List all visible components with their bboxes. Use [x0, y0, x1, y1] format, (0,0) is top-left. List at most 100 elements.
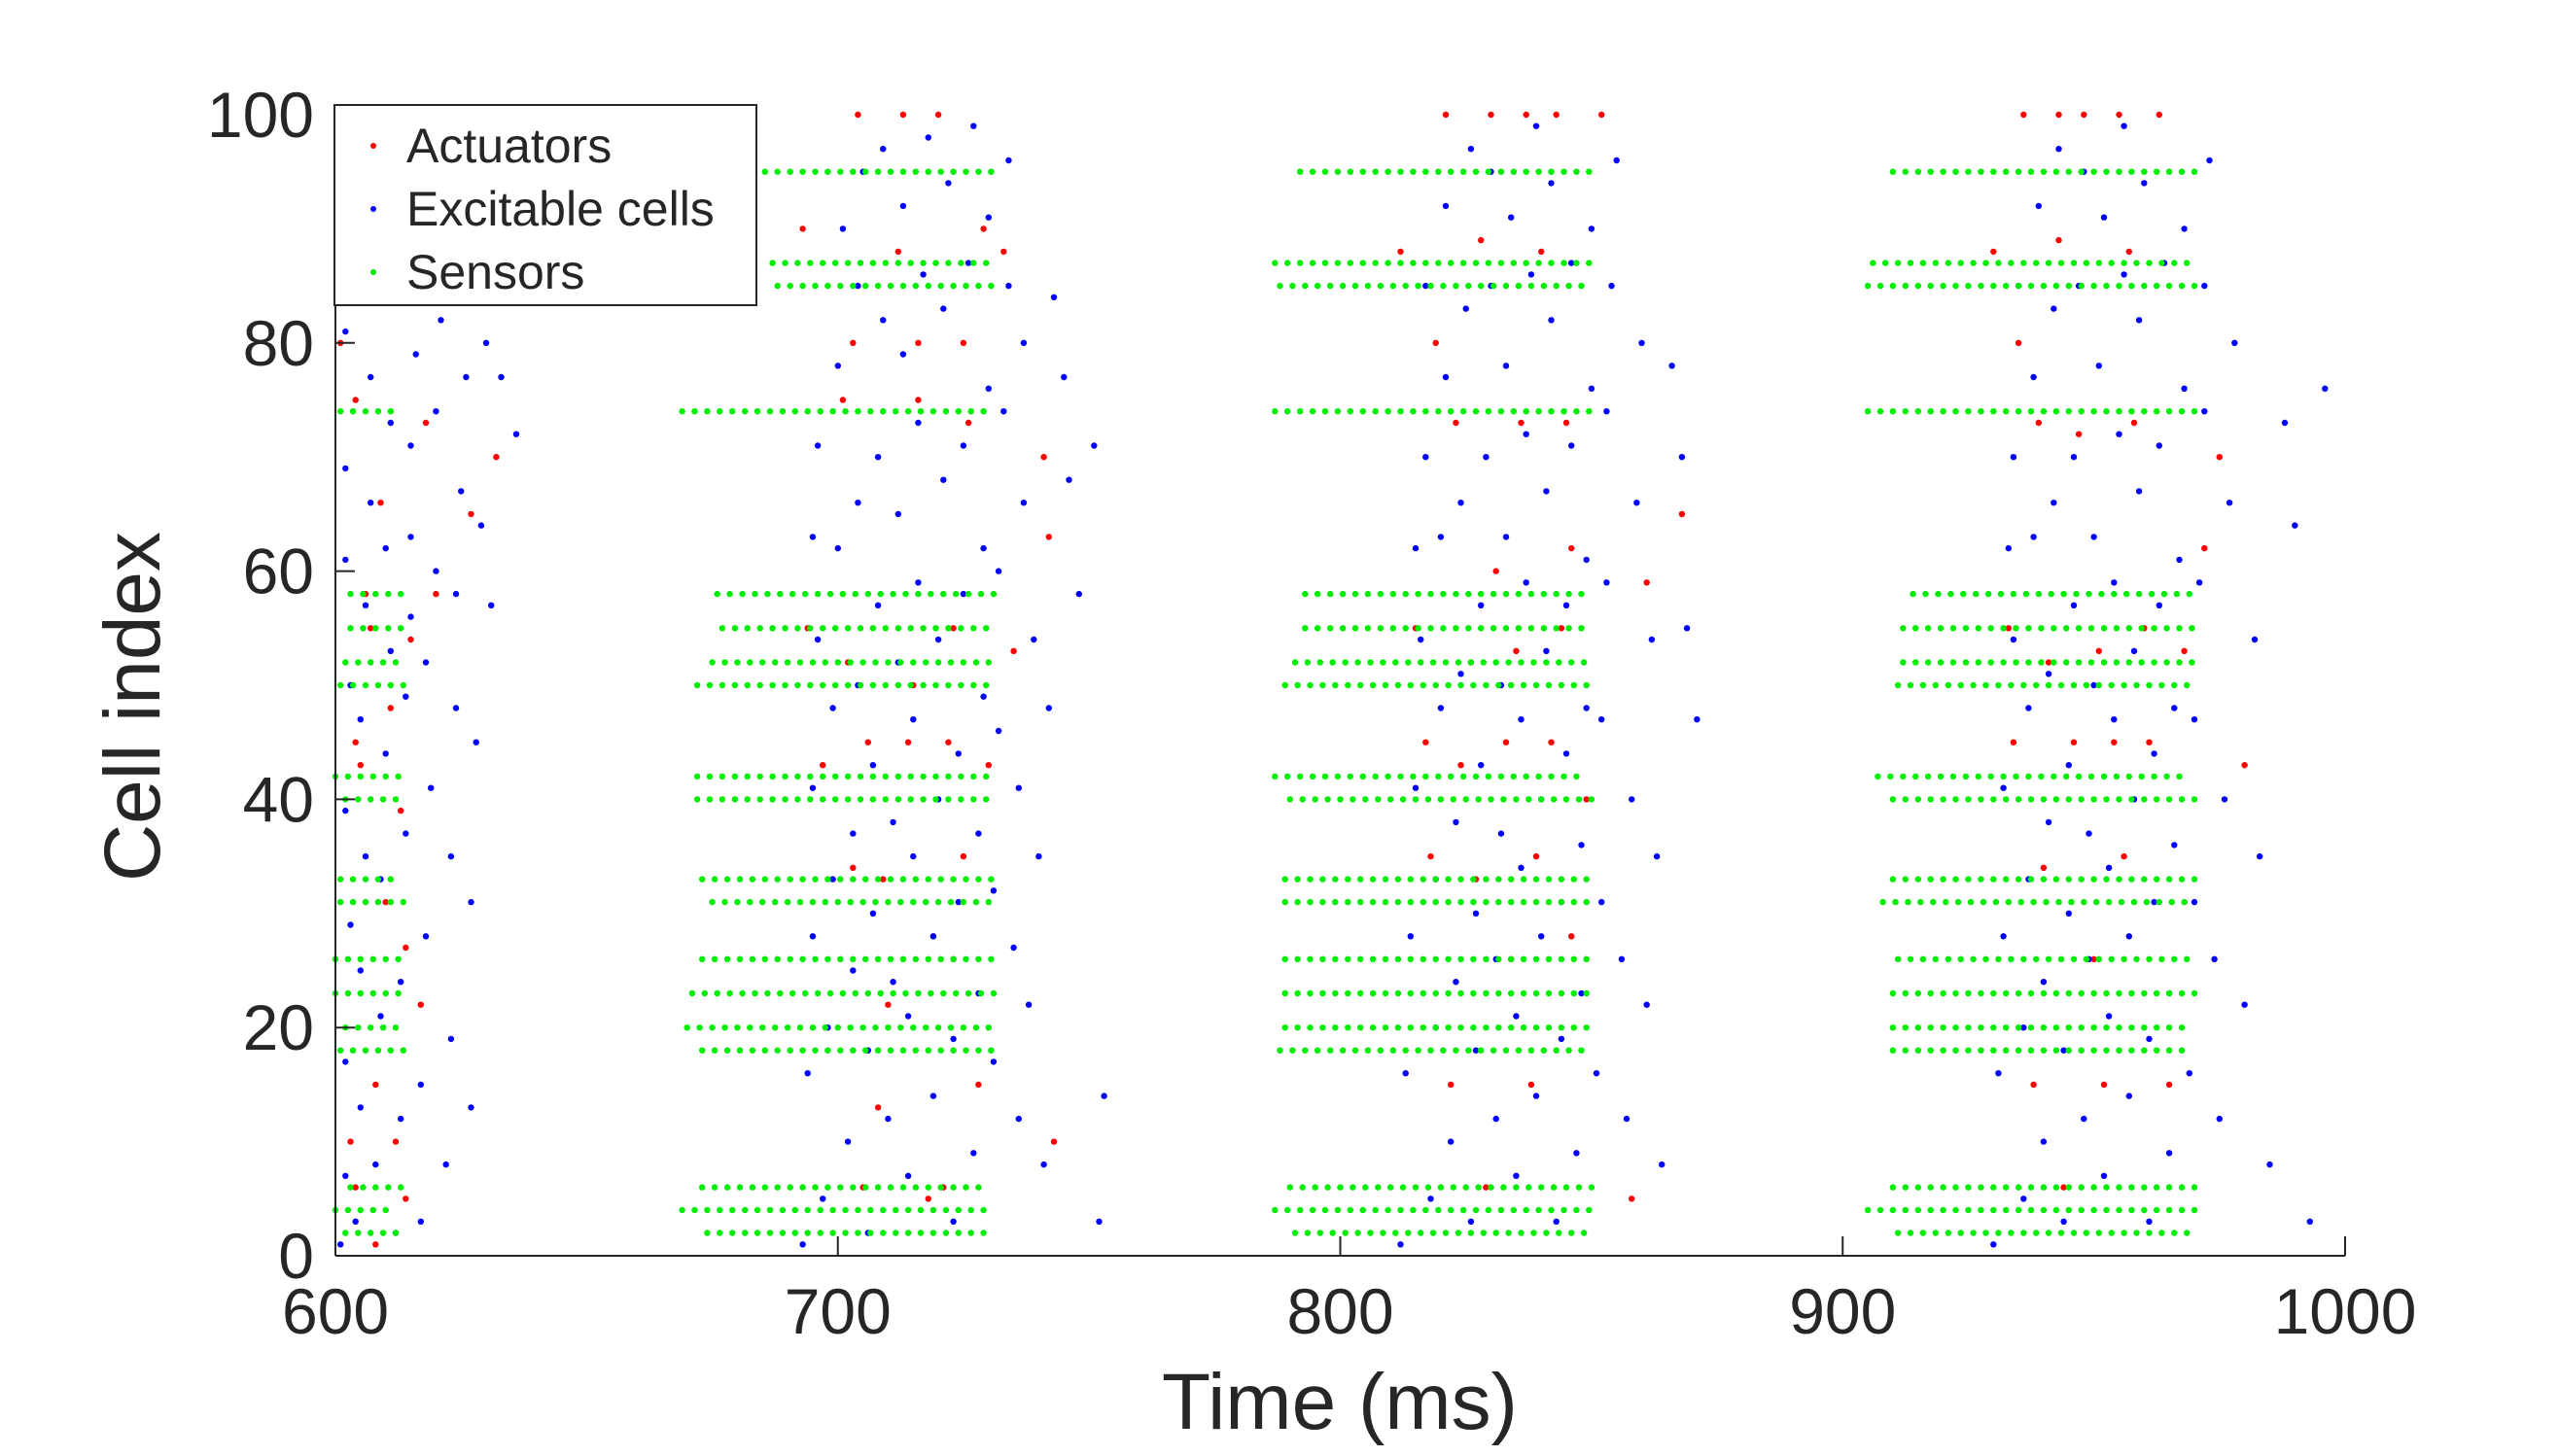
sensors-point: [759, 898, 766, 906]
sensors-point: [1309, 260, 1316, 266]
excitable-cells-point: [1518, 864, 1525, 871]
sensors-point: [2040, 408, 2048, 415]
sensors-point: [1513, 796, 1520, 803]
sensors-point: [2052, 1184, 2060, 1191]
sensors-point: [1483, 876, 1490, 883]
sensors-point: [1960, 590, 1967, 598]
excitable-cells-point: [925, 134, 931, 141]
excitable-cells-point: [874, 454, 882, 461]
excitable-cells-point: [1472, 1047, 1480, 1054]
sensors-point: [1586, 260, 1593, 266]
actuators-point: [1643, 579, 1650, 586]
sensors-point: [756, 681, 763, 689]
sensors-point: [2116, 1024, 2122, 1031]
sensors-point: [1387, 796, 1394, 803]
actuators-point: [1523, 111, 1529, 119]
sensors-point: [1922, 590, 1929, 598]
sensors-point: [799, 168, 806, 175]
excitable-cells-point: [2231, 339, 2238, 346]
sensors-point: [799, 955, 806, 962]
sensors-point: [369, 1206, 376, 1214]
excitable-cells-point: [1442, 202, 1450, 210]
sensors-point: [774, 1047, 781, 1054]
sensors-point: [2154, 1047, 2160, 1054]
sensors-point: [877, 989, 884, 997]
sensors-point: [1399, 1184, 1407, 1191]
sensors-point: [1420, 898, 1427, 906]
sensors-point: [1978, 282, 1984, 290]
sensors-point: [988, 168, 995, 175]
sensors-point: [1497, 773, 1505, 780]
sensors-point: [691, 408, 698, 415]
actuators-point: [2045, 659, 2052, 666]
sensors-point: [382, 1206, 389, 1214]
sensors-point: [1459, 773, 1467, 780]
sensors-point: [844, 681, 852, 689]
excitable-cells-point: [2125, 1092, 2132, 1099]
sensors-point: [2065, 282, 2072, 290]
sensors-point: [1902, 408, 1910, 415]
sensors-point: [964, 590, 972, 598]
sensors-point: [723, 955, 731, 962]
sensors-point: [1927, 1206, 1934, 1214]
excitable-cells-point: [2206, 156, 2213, 164]
sensors-point: [814, 989, 822, 997]
x-axis-label: Time (ms): [1162, 1358, 1518, 1446]
sensors-point: [1543, 659, 1550, 666]
sensors-point: [2020, 955, 2027, 962]
sensors-point: [1385, 168, 1391, 175]
sensors-point: [1382, 681, 1389, 689]
sensors-point: [347, 625, 354, 632]
sensors-point: [1900, 625, 1907, 632]
sensors-point: [1402, 590, 1409, 598]
sensors-point: [1523, 408, 1529, 415]
excitable-cells-point: [1101, 1092, 1107, 1099]
excitable-cells-point: [342, 807, 349, 815]
sensors-point: [2138, 659, 2145, 666]
sensors-point: [1954, 898, 1962, 906]
sensors-point: [882, 260, 889, 266]
excitable-cells-point: [829, 876, 836, 883]
sensors-point: [1485, 773, 1492, 780]
sensors-point: [1347, 1206, 1354, 1214]
sensors-point: [942, 1206, 950, 1214]
sensors-point: [754, 1230, 761, 1236]
sensors-point: [368, 796, 374, 803]
sensors-point: [877, 590, 884, 598]
sensors-point: [1502, 282, 1510, 290]
sensors-point: [1294, 898, 1301, 906]
sensors-point: [398, 590, 404, 598]
sensors-point: [1304, 1230, 1312, 1236]
sensors-point: [1570, 898, 1578, 906]
sensors-point: [855, 408, 861, 415]
sensors-point: [862, 1047, 869, 1054]
sensors-point: [344, 989, 352, 997]
sensors-point: [899, 1184, 907, 1191]
sensors-point: [1432, 898, 1439, 906]
sensors-point: [2168, 898, 2175, 906]
sensors-point: [945, 773, 952, 780]
sensors-point: [1525, 796, 1532, 803]
legend-marker-sensors: [370, 269, 376, 275]
sensors-point: [1930, 898, 1937, 906]
sensors-point: [2090, 282, 2097, 290]
sensors-point: [717, 408, 723, 415]
sensors-point: [2178, 989, 2186, 997]
sensors-point: [1978, 1206, 1984, 1214]
excitable-cells-point: [2045, 671, 2052, 677]
sensors-point: [400, 681, 406, 689]
sensors-point: [1580, 659, 1588, 666]
sensors-point: [1377, 282, 1385, 290]
sensors-point: [789, 590, 796, 598]
sensors-point: [1272, 408, 1279, 415]
sensors-point: [907, 260, 914, 266]
sensors-point: [929, 408, 937, 415]
sensors-point: [1364, 590, 1372, 598]
sensors-point: [1359, 260, 1367, 266]
sensors-point: [1927, 989, 1934, 997]
sensors-point: [2075, 773, 2083, 780]
sensors-point: [782, 681, 789, 689]
sensors-point: [1914, 796, 1922, 803]
excitable-cells-point: [1453, 818, 1459, 826]
sensors-point: [1402, 625, 1409, 632]
